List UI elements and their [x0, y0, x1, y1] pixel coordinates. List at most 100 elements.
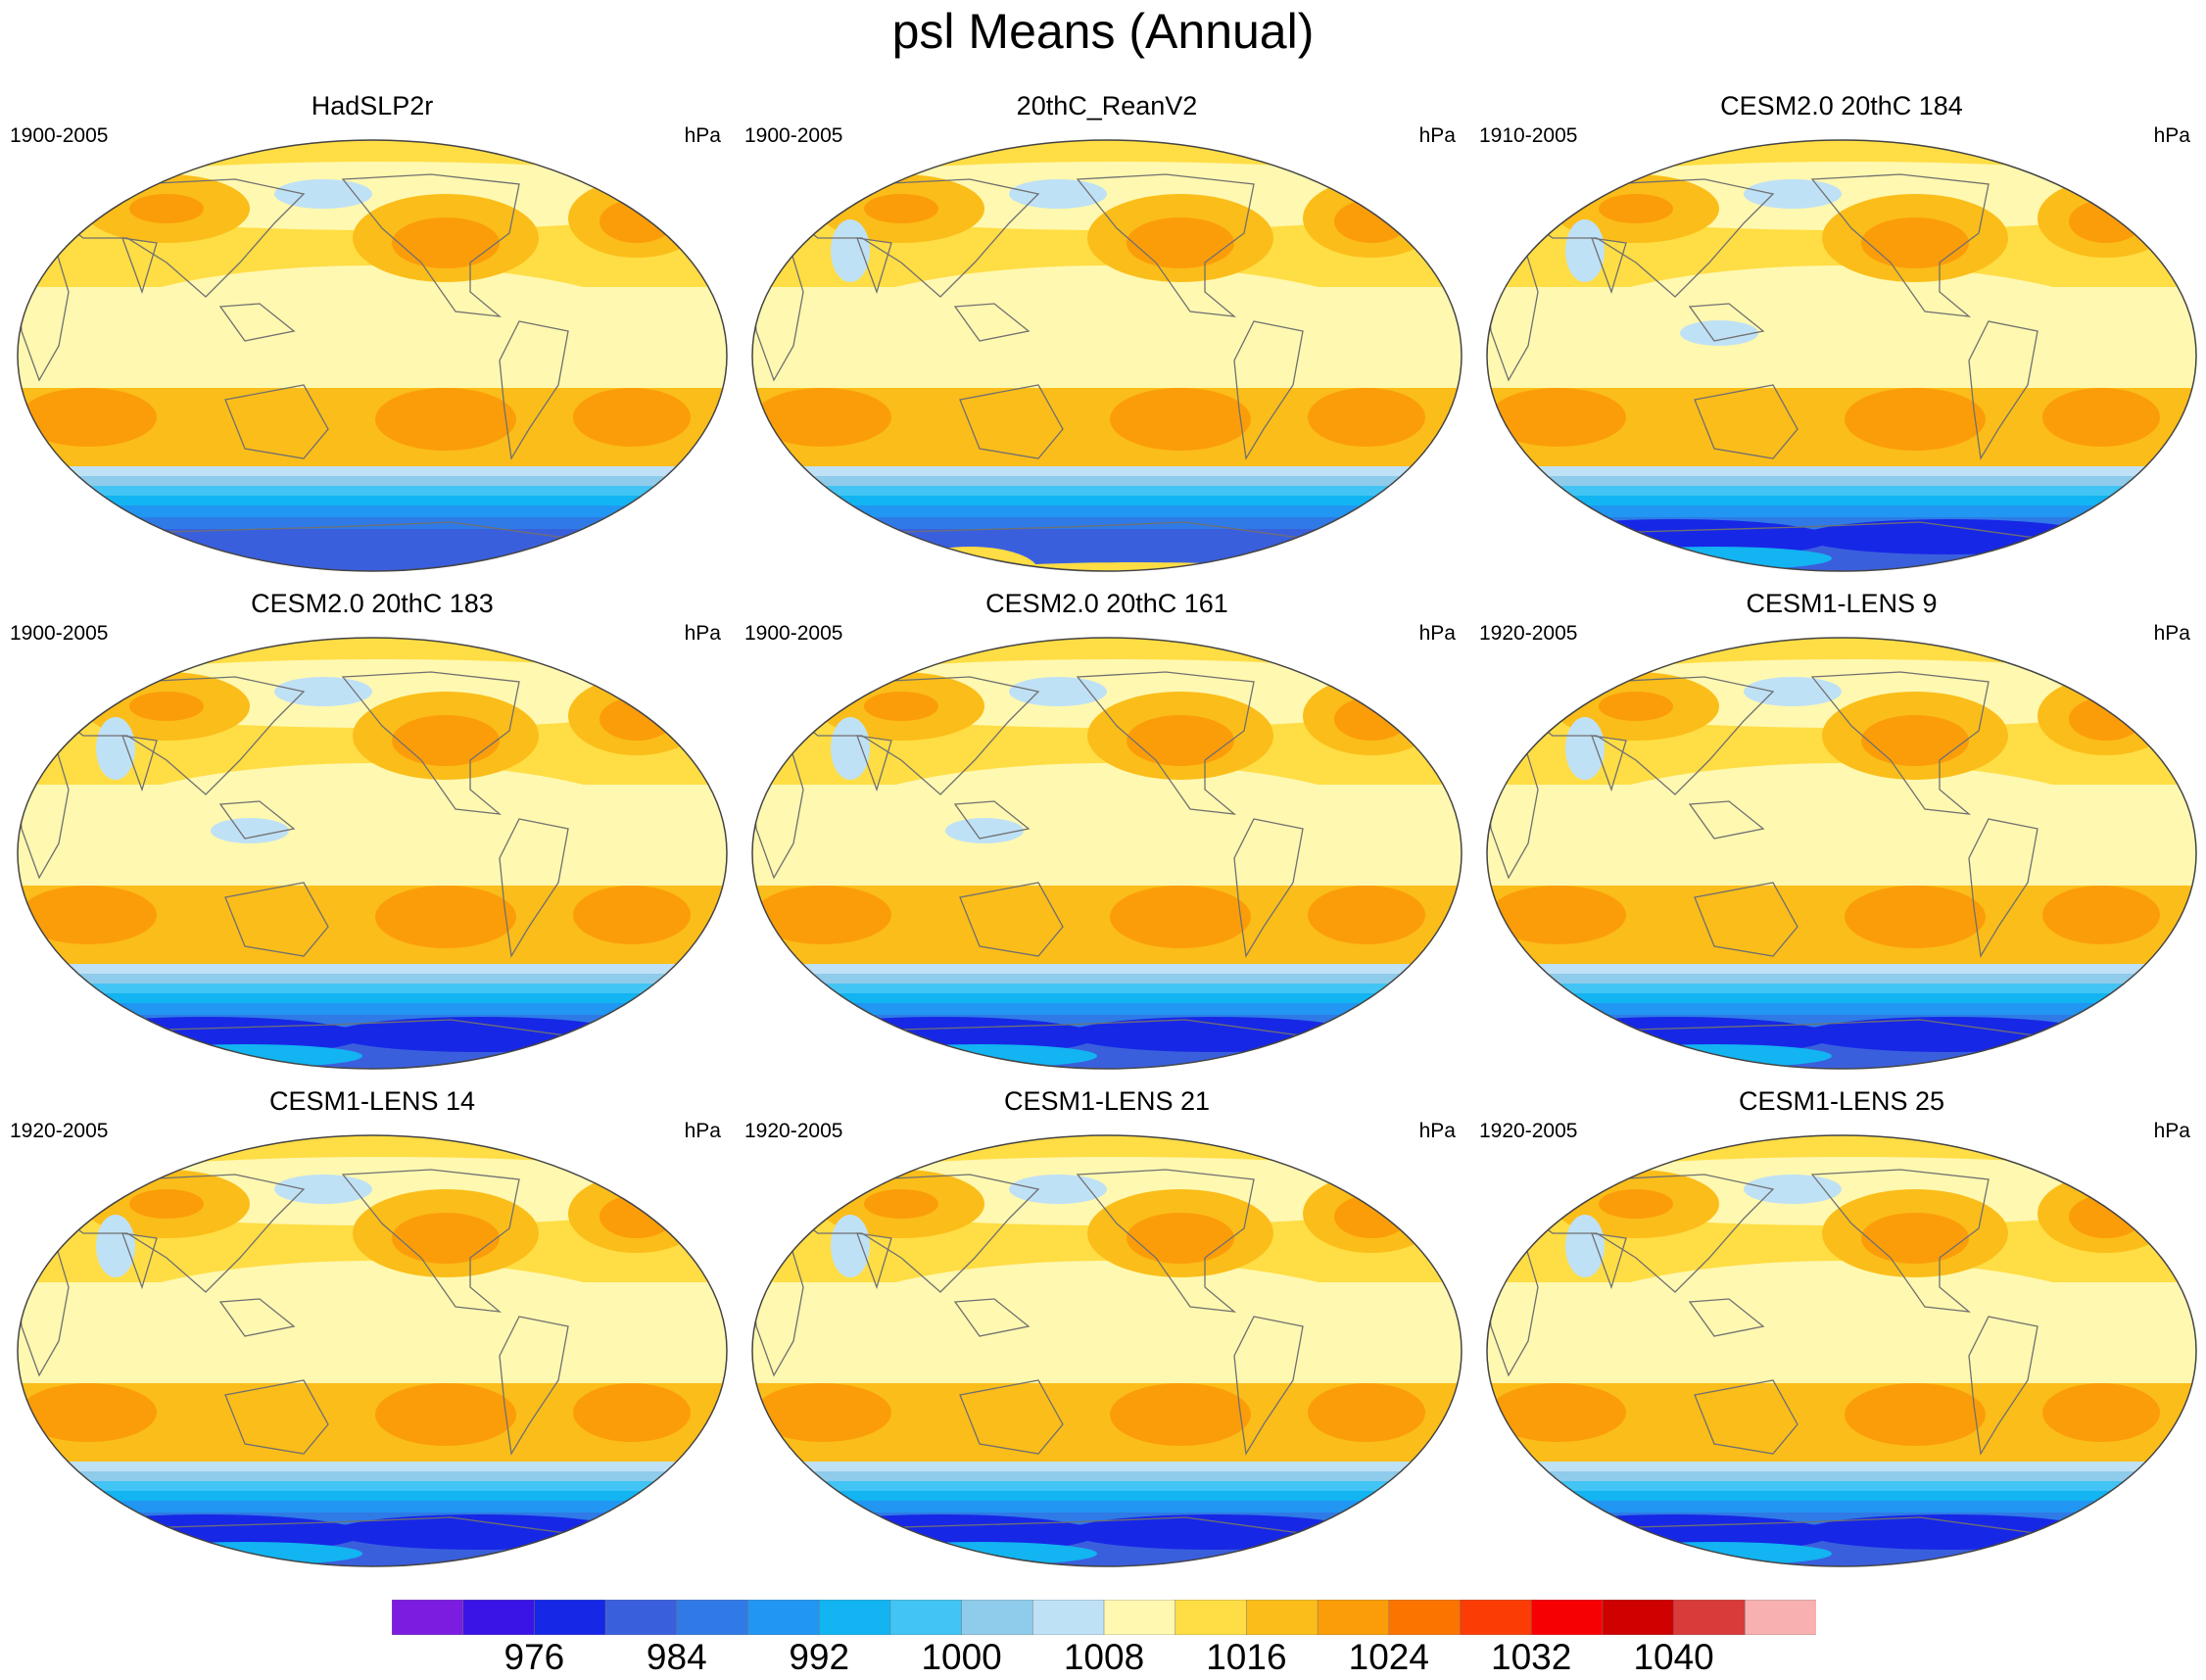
map-panel: CESM2.0 20thC 161 1900-2005 hPa [744, 588, 1469, 1078]
field-atlantic-high-core [2069, 200, 2143, 243]
coastline-north-america [1810, 1169, 1990, 1313]
panel-units: hPa [684, 124, 721, 147]
field-circumpolar-trough [1068, 1017, 1362, 1052]
coastline-indonesia [218, 303, 296, 342]
field-pacific-high-core [1861, 715, 1969, 766]
map-panel: CESM1-LENS 14 1920-2005 hPa [10, 1085, 735, 1575]
coastline-eurasia [1516, 178, 1775, 298]
field-icelandic-low [590, 1136, 645, 1179]
coastline-indonesia [1688, 303, 1765, 342]
coastline-australia [224, 882, 329, 957]
field-south-atlantic-high [2042, 1383, 2160, 1442]
coastline-australia [959, 882, 1064, 957]
field-atlantic-high-core [2069, 697, 2143, 741]
coastline-india [856, 237, 892, 295]
panel-units: hPa [1418, 124, 1456, 147]
coastline-eurasia [1516, 676, 1775, 795]
panel-units: hPa [684, 622, 721, 645]
field-siberian-high-core [1599, 1189, 1673, 1219]
field-equatorial-band [78, 265, 666, 407]
field-asian-low [96, 1215, 135, 1277]
colorbar-label: 1008 [1063, 1637, 1145, 1677]
coastline-north-america [1810, 173, 1990, 317]
field-siberian-high-core [1599, 692, 1673, 721]
field-asian-low [1565, 717, 1605, 780]
psl-map [17, 139, 728, 572]
map-panel: 20thC_ReanV2 1900-2005 hPa [744, 90, 1469, 580]
field-south-pacific-high [375, 388, 516, 451]
colorbar-swatch [1602, 1600, 1675, 1635]
field-equatorial-band [813, 265, 1401, 407]
panel-title: CESM1-LENS 21 [1003, 1086, 1211, 1116]
map-border [751, 637, 1463, 1070]
map-panel: CESM2.0 20thC 183 1900-2005 hPa [10, 588, 735, 1078]
psl-map [751, 1134, 1463, 1567]
map-panel: CESM1-LENS 21 1920-2005 hPa [744, 1085, 1469, 1575]
field-aleutian-low [1009, 677, 1107, 706]
coastline-south-america [1233, 818, 1304, 958]
panel-title: 20thC_ReanV2 [1016, 91, 1198, 120]
colorbar-swatch [392, 1600, 464, 1635]
panel-title: CESM1-LENS 14 [268, 1086, 476, 1116]
coastline-south-america [1233, 1316, 1304, 1456]
colorbar-swatch [1246, 1600, 1319, 1635]
field-south-pacific-high [1110, 388, 1251, 451]
field-aleutian-low [274, 179, 372, 209]
coastline-north-america [341, 1169, 520, 1313]
coastline-india [856, 1232, 892, 1290]
field-antarctic-plateau [862, 1044, 1097, 1068]
field-antarctic-plateau [1597, 547, 1832, 570]
field-pacific-high-core [1127, 1213, 1234, 1264]
coastline-north-america [1076, 173, 1255, 317]
field-icelandic-low [1324, 639, 1379, 682]
field-antarctic-plateau [127, 1044, 362, 1068]
field-south-pacific-high [1110, 886, 1251, 948]
field-aleutian-low [1744, 1175, 1842, 1204]
field-icelandic-low [2059, 141, 2114, 184]
map-border [1486, 139, 2197, 572]
colorbar-swatch [1317, 1600, 1390, 1635]
field-siberian-high-core [129, 1189, 204, 1219]
field-warm-pool-low [1680, 320, 1758, 346]
coastline-north-america [341, 671, 520, 815]
coastline-india [1591, 1232, 1627, 1290]
coastline-india [121, 735, 158, 792]
coastline-south-america [1968, 1316, 2038, 1456]
coastline-india [121, 237, 158, 295]
field-siberian-high-core [129, 692, 204, 721]
field-south-atlantic-high [573, 886, 691, 944]
panel-units: hPa [1418, 622, 1456, 645]
field-south-atlantic-high [1308, 388, 1425, 447]
coastline-indonesia [1688, 800, 1765, 840]
map-border [1486, 637, 2197, 1070]
field-asian-low [831, 1215, 870, 1277]
field-equatorial-band [1548, 1261, 2135, 1402]
colorbar-swatch [1530, 1600, 1604, 1635]
psl-map [1486, 139, 2197, 572]
field-south-pacific-high [1845, 886, 1986, 948]
colorbar-swatch [462, 1600, 536, 1635]
colorbar-label: 1032 [1491, 1637, 1572, 1677]
main-title: psl Means (Annual) [891, 4, 1315, 59]
field-indian-ocean-high [754, 388, 891, 447]
field-indian-ocean-high [20, 388, 157, 447]
field-warm-pool-low [945, 818, 1024, 843]
field-indian-ocean-high [754, 1383, 891, 1442]
field-indian-ocean-high [20, 886, 157, 944]
coastline-eurasia [1516, 1174, 1775, 1293]
field-indian-ocean-high [1489, 1383, 1626, 1442]
coastline-indonesia [953, 303, 1031, 342]
psl-map [17, 637, 728, 1070]
field-circumpolar-trough [1802, 519, 2096, 554]
panel-period: 1920-2005 [1479, 622, 1578, 645]
field-icelandic-low [2059, 1136, 2114, 1179]
field-atlantic-high-core [599, 1195, 674, 1238]
map-panel: CESM2.0 20thC 184 1910-2005 hPa [1479, 90, 2204, 580]
panel-title: CESM2.0 20thC 161 [985, 589, 1228, 618]
colorbar-swatch [1745, 1600, 1816, 1635]
colorbar-swatch [1175, 1600, 1248, 1635]
field-equatorial-band [1548, 763, 2135, 904]
field-atlantic-high-core [599, 697, 674, 741]
coastline-australia [224, 384, 329, 459]
map-panel: CESM1-LENS 9 1920-2005 hPa [1479, 588, 2204, 1078]
